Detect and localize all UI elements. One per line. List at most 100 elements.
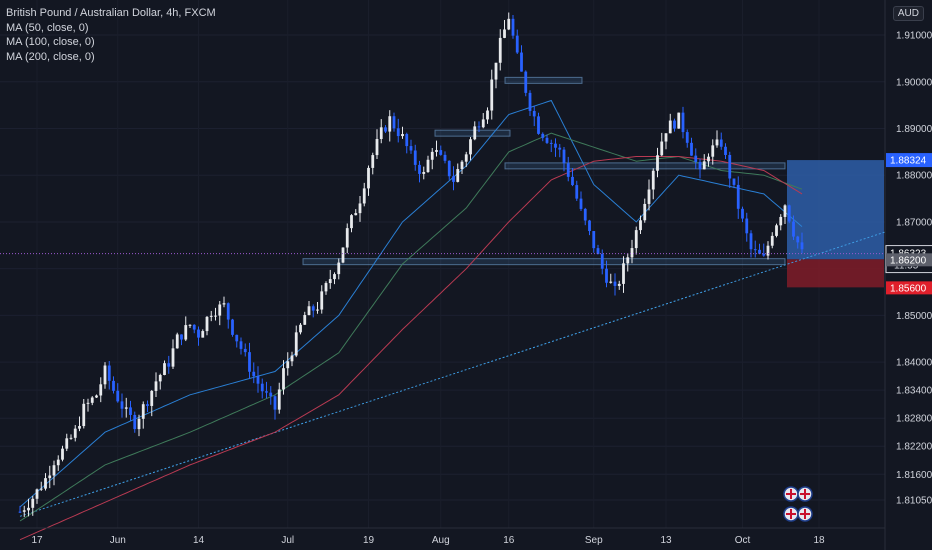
candle-body — [537, 116, 540, 134]
event-flag-icon[interactable] — [783, 506, 799, 522]
candle — [27, 498, 30, 517]
candle — [35, 488, 39, 504]
candle-body — [660, 141, 664, 156]
currency-badge[interactable]: AUD — [892, 6, 924, 21]
candle — [613, 273, 617, 296]
candle-body — [753, 249, 757, 251]
candle — [103, 362, 107, 389]
candle — [405, 132, 409, 154]
candle-body — [154, 381, 158, 391]
candle — [256, 366, 260, 393]
candle — [626, 253, 630, 272]
candle-body — [82, 403, 86, 427]
candle — [112, 376, 115, 394]
level-box-2 — [504, 162, 786, 170]
candle-body — [367, 167, 370, 189]
candle — [48, 465, 52, 489]
x-tick-label-5: Aug — [432, 535, 450, 546]
candle — [558, 144, 562, 158]
candle-body — [541, 133, 545, 138]
candle-body — [503, 29, 506, 38]
candle — [464, 151, 468, 168]
candle — [218, 301, 222, 326]
candle-body — [337, 262, 341, 275]
candle-body — [728, 154, 732, 179]
candle — [770, 232, 774, 249]
candle — [711, 139, 715, 165]
candle-body — [562, 149, 566, 164]
candle — [163, 360, 166, 376]
candle — [477, 121, 481, 132]
candle — [766, 241, 770, 260]
event-flag-icon[interactable] — [783, 486, 799, 502]
indicator-ma-200[interactable]: MA (200, close, 0) — [6, 50, 95, 63]
candle — [137, 414, 141, 437]
candle — [120, 393, 124, 418]
candle-body — [384, 127, 387, 132]
candle — [39, 481, 43, 491]
y-tick-label-12: 1.81050 — [896, 495, 932, 506]
candle-body — [532, 110, 536, 117]
candle-body — [702, 161, 706, 170]
candle — [481, 113, 485, 129]
candle-body — [677, 112, 681, 129]
candle-body — [783, 205, 787, 217]
candle-body — [252, 371, 256, 377]
candle — [73, 425, 77, 442]
x-tick-label-1: Jun — [110, 535, 126, 546]
x-tick-label-0: 17 — [31, 535, 43, 546]
entry-price-tag: 1.86200 — [890, 255, 927, 266]
candle-body — [163, 363, 166, 375]
candle-body — [392, 116, 396, 129]
candle-body — [56, 459, 60, 466]
candle-body — [269, 392, 273, 397]
candle — [316, 301, 319, 314]
candle — [116, 383, 120, 403]
candle-body — [477, 126, 481, 128]
flag-ring — [797, 506, 813, 522]
stop-zone — [787, 259, 884, 288]
candle — [656, 147, 659, 178]
x-tick-label-4: 19 — [363, 535, 375, 546]
candle — [549, 139, 553, 153]
indicator-ma-50[interactable]: MA (50, close, 0) — [6, 21, 89, 34]
indicator-ma-100[interactable]: MA (100, close, 0) — [6, 36, 95, 48]
candle — [171, 339, 175, 370]
candle — [724, 143, 727, 159]
candle — [146, 400, 149, 412]
candle-body — [324, 283, 328, 292]
candle-body — [265, 391, 268, 393]
x-tick-label-9: Oct — [735, 535, 751, 546]
candles — [18, 12, 804, 517]
candle-body — [622, 263, 625, 284]
candle — [503, 20, 506, 39]
candle-body — [137, 418, 141, 430]
candle — [511, 15, 515, 39]
candle-body — [711, 145, 715, 157]
level-box-3 — [302, 258, 786, 266]
candle — [694, 148, 698, 170]
candle-body — [103, 365, 107, 385]
candle — [596, 244, 600, 255]
candle-body — [316, 309, 319, 311]
candle-body — [770, 235, 774, 246]
flag-ring — [797, 486, 813, 502]
candle-body — [668, 120, 672, 134]
candle — [265, 381, 268, 399]
candle-body — [303, 315, 307, 325]
candle-body — [273, 396, 277, 410]
event-flag-icon[interactable] — [797, 506, 813, 522]
candle-body — [133, 414, 137, 430]
candle-body — [528, 92, 532, 111]
candle-body — [107, 365, 111, 381]
candle — [209, 310, 213, 322]
y-tick-label-2: 1.89000 — [896, 124, 932, 135]
candle — [235, 334, 239, 348]
event-flag-icon[interactable] — [797, 486, 813, 502]
candle — [728, 151, 732, 188]
candle-body — [375, 139, 379, 156]
candle-body — [796, 236, 800, 243]
y-tick-label-3: 1.88000 — [896, 171, 932, 182]
